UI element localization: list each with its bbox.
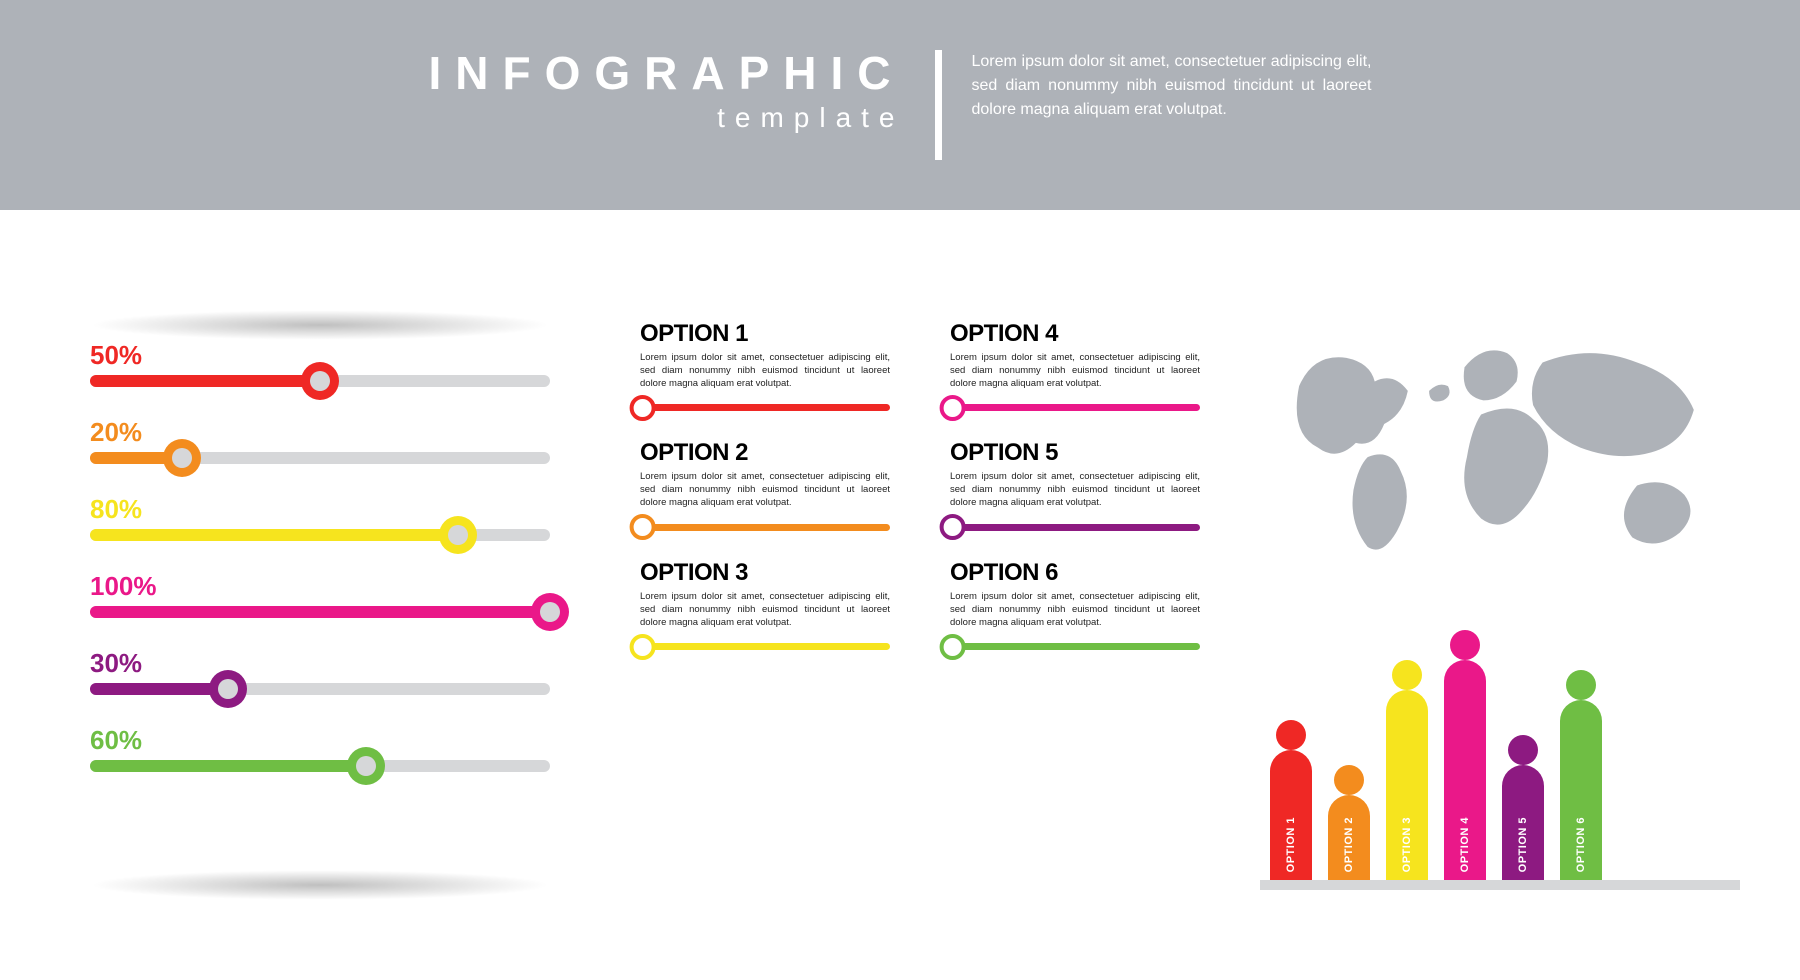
bar-cap-icon <box>1276 720 1306 750</box>
slider-track[interactable] <box>90 683 550 695</box>
option-card: OPTION 2 Lorem ipsum dolor sit amet, con… <box>640 439 890 530</box>
bar-chart: OPTION 1 OPTION 2 OPTION 3 OPTION 4 OPTI… <box>1260 620 1740 890</box>
sliders-panel: 50% 20% 80% 100% 30% 60% <box>60 320 580 890</box>
option-text: Lorem ipsum dolor sit amet, consectetuer… <box>950 591 1200 629</box>
slider-knob[interactable] <box>531 593 569 631</box>
option-text: Lorem ipsum dolor sit amet, consectetuer… <box>950 352 1200 390</box>
slider-row: 30% <box>90 648 550 695</box>
slider-fill <box>90 529 458 541</box>
option-card: OPTION 6 Lorem ipsum dolor sit amet, con… <box>950 559 1200 650</box>
option-text: Lorem ipsum dolor sit amet, consectetuer… <box>640 352 890 390</box>
bar: OPTION 6 <box>1560 700 1602 880</box>
option-title: OPTION 5 <box>950 439 1200 467</box>
slider-row: 100% <box>90 571 550 618</box>
slider-track[interactable] <box>90 375 550 387</box>
option-title: OPTION 6 <box>950 559 1200 587</box>
option-text: Lorem ipsum dolor sit amet, consectetuer… <box>640 591 890 629</box>
slider-row: 60% <box>90 725 550 772</box>
option-card: OPTION 1 Lorem ipsum dolor sit amet, con… <box>640 320 890 411</box>
slider-row: 50% <box>90 340 550 387</box>
slider-row: 20% <box>90 417 550 464</box>
bar: OPTION 3 <box>1386 690 1428 880</box>
option-card: OPTION 5 Lorem ipsum dolor sit amet, con… <box>950 439 1200 530</box>
slider-track[interactable] <box>90 452 550 464</box>
slider-knob[interactable] <box>163 439 201 477</box>
bar-label: OPTION 6 <box>1575 817 1587 872</box>
slider-label: 60% <box>90 725 550 756</box>
bar-label: OPTION 2 <box>1343 817 1355 872</box>
bar-label: OPTION 5 <box>1517 817 1529 872</box>
slider-track[interactable] <box>90 606 550 618</box>
option-title: OPTION 2 <box>640 439 890 467</box>
content: 50% 20% 80% 100% 30% 60% OPT <box>0 210 1800 890</box>
slider-fill <box>90 375 320 387</box>
bar: OPTION 5 <box>1502 765 1544 880</box>
bar: OPTION 1 <box>1270 750 1312 880</box>
option-title: OPTION 1 <box>640 320 890 348</box>
bar: OPTION 4 <box>1444 660 1486 880</box>
slider-fill <box>90 683 228 695</box>
slider-track[interactable] <box>90 760 550 772</box>
slider-fill <box>90 760 366 772</box>
bar: OPTION 2 <box>1328 795 1370 880</box>
slider-row: 80% <box>90 494 550 541</box>
slider-knob[interactable] <box>347 747 385 785</box>
slider-label: 20% <box>90 417 550 448</box>
title-block: INFOGRAPHIC template <box>429 50 905 134</box>
option-underline <box>640 524 890 531</box>
right-column: OPTION 1 OPTION 2 OPTION 3 OPTION 4 OPTI… <box>1260 320 1740 890</box>
option-underline <box>640 643 890 650</box>
option-underline <box>640 404 890 411</box>
slider-label: 80% <box>90 494 550 525</box>
bar-cap-icon <box>1392 660 1422 690</box>
option-text: Lorem ipsum dolor sit amet, consectetuer… <box>950 471 1200 509</box>
option-card: OPTION 4 Lorem ipsum dolor sit amet, con… <box>950 320 1200 411</box>
bar-cap-icon <box>1450 630 1480 660</box>
option-card: OPTION 3 Lorem ipsum dolor sit amet, con… <box>640 559 890 650</box>
slider-label: 30% <box>90 648 550 679</box>
bar-label: OPTION 4 <box>1459 817 1471 872</box>
option-underline <box>950 404 1200 411</box>
option-title: OPTION 3 <box>640 559 890 587</box>
vertical-divider <box>935 50 942 160</box>
bar-cap-icon <box>1508 735 1538 765</box>
bar-label: OPTION 1 <box>1285 817 1297 872</box>
page-subtitle: template <box>429 102 905 134</box>
slider-knob[interactable] <box>301 362 339 400</box>
slider-knob[interactable] <box>439 516 477 554</box>
header: INFOGRAPHIC template Lorem ipsum dolor s… <box>0 0 1800 210</box>
bar-label: OPTION 3 <box>1401 817 1413 872</box>
bar-cap-icon <box>1334 765 1364 795</box>
page-title: INFOGRAPHIC <box>429 50 905 96</box>
option-title: OPTION 4 <box>950 320 1200 348</box>
slider-fill <box>90 606 550 618</box>
slider-track[interactable] <box>90 529 550 541</box>
header-inner: INFOGRAPHIC template Lorem ipsum dolor s… <box>429 50 1372 210</box>
world-map-icon <box>1260 320 1740 580</box>
option-underline <box>950 524 1200 531</box>
header-description: Lorem ipsum dolor sit amet, consectetuer… <box>972 50 1372 122</box>
options-grid: OPTION 1 Lorem ipsum dolor sit amet, con… <box>640 320 1200 890</box>
bar-cap-icon <box>1566 670 1596 700</box>
option-underline <box>950 643 1200 650</box>
option-text: Lorem ipsum dolor sit amet, consectetuer… <box>640 471 890 509</box>
slider-label: 100% <box>90 571 550 602</box>
slider-knob[interactable] <box>209 670 247 708</box>
